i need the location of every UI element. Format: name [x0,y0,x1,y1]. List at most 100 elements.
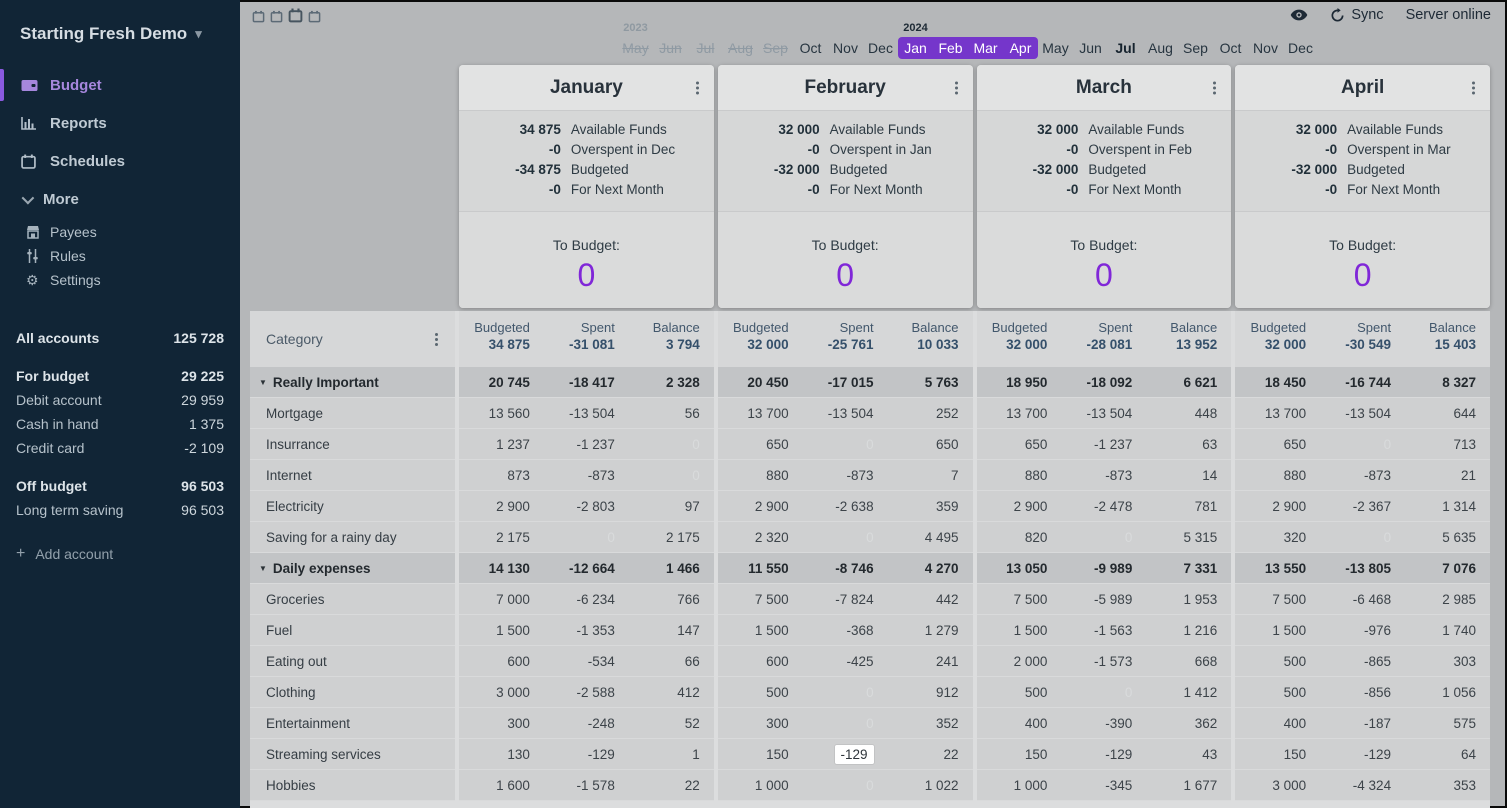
spent-cell[interactable]: -2 638 [835,499,874,514]
timeline-month-oct[interactable]: Oct [799,40,822,56]
spent-cell[interactable]: -1 237 [576,437,615,452]
category-name-cell[interactable]: Fuel [250,615,455,646]
spent-cell[interactable]: -13 504 [1345,406,1392,421]
balance-cell[interactable]: 1 314 [1442,499,1476,514]
timeline-month-feb[interactable]: Feb [933,37,968,59]
category-name-cell[interactable]: Hobbies [250,770,455,801]
category-name-cell[interactable]: Clothing [250,677,455,708]
account-row[interactable]: All accounts 125 728 [16,326,224,350]
budgeted-cell[interactable]: 873 [507,468,530,483]
category-name-cell[interactable]: Eating out [250,646,455,677]
balance-cell[interactable]: 241 [935,654,959,669]
budgeted-cell[interactable]: 7 500 [754,592,789,607]
balance-cell[interactable]: 359 [935,499,959,514]
spent-cell[interactable]: -1 573 [1094,654,1133,669]
account-row[interactable]: Credit card -2 109 [16,436,224,460]
budgeted-cell[interactable]: 1 500 [754,623,789,638]
category-name-cell[interactable]: Mortgage [250,398,455,429]
timeline-month-nov[interactable]: Nov [833,40,858,56]
two-month-view-icon[interactable] [270,10,283,23]
balance-cell[interactable]: 1 677 [1183,778,1218,793]
timeline-month-jan[interactable]: Jan [898,37,933,59]
collapse-triangle-icon[interactable]: ▼ [259,564,267,573]
server-status-button[interactable]: Server online [1406,7,1491,23]
collapse-triangle-icon[interactable]: ▼ [259,378,267,387]
month-menu-kebab-icon[interactable] [952,78,961,97]
spent-cell[interactable]: 0 [866,685,874,700]
category-name-cell[interactable]: Groceries [250,584,455,615]
balance-cell[interactable]: 1 056 [1442,685,1476,700]
budgeted-cell[interactable]: 2 900 [1272,499,1307,514]
spent-cell[interactable]: 0 [866,530,874,545]
spent-cell[interactable]: -534 [587,654,615,669]
budget-file-menu[interactable]: Starting Fresh Demo ▾ [0,0,240,44]
col-total[interactable]: 32 000 [1006,337,1048,352]
month-menu-kebab-icon[interactable] [1469,78,1478,97]
balance-cell[interactable]: 5 315 [1183,530,1218,545]
four-month-view-icon[interactable] [308,10,321,23]
timeline-month-oct[interactable]: Oct [1219,40,1242,56]
spent-cell[interactable]: -129 [1105,747,1133,762]
spent-cell[interactable]: -2 803 [576,499,615,514]
budgeted-cell[interactable]: 13 560 [488,406,530,421]
budgeted-cell[interactable]: 1 237 [496,437,530,452]
spent-cell[interactable]: -7 824 [835,592,874,607]
budgeted-cell[interactable]: 7 500 [1272,592,1307,607]
sidebar-item-schedules[interactable]: Schedules [0,142,240,180]
spent-cell[interactable]: -368 [846,623,874,638]
account-row[interactable]: Debit account 29 959 [16,388,224,412]
spent-cell[interactable]: 0 [1383,437,1392,452]
budgeted-cell[interactable]: 880 [1024,468,1048,483]
to-budget-amount[interactable]: 0 [1353,257,1372,293]
balance-cell[interactable]: 2 985 [1442,592,1476,607]
group-name-cell[interactable]: ▼ Daily expenses [250,553,455,584]
spent-cell[interactable]: 0 [607,530,615,545]
balance-cell[interactable]: 56 [684,406,700,421]
budgeted-cell[interactable]: 500 [1283,654,1307,669]
balance-cell[interactable]: 352 [935,716,959,731]
balance-cell[interactable]: 0 [692,437,700,452]
budgeted-cell[interactable]: 320 [1283,530,1307,545]
category-name-cell[interactable]: Streaming services [250,739,455,770]
balance-cell[interactable]: 1 [692,747,700,762]
balance-cell[interactable]: 442 [935,592,959,607]
spent-cell[interactable]: -873 [1105,468,1133,483]
budgeted-cell[interactable]: 150 [1283,747,1307,762]
balance-cell[interactable]: 147 [677,623,700,638]
to-budget-amount[interactable]: 0 [577,257,596,293]
balance-cell[interactable]: 7 [950,468,959,483]
category-name-cell[interactable]: Insurrance [250,429,455,460]
month-menu-kebab-icon[interactable] [1210,78,1219,97]
spent-cell[interactable]: 0 [1124,685,1133,700]
one-month-view-icon[interactable] [252,10,265,23]
balance-cell[interactable]: 22 [943,747,959,762]
spent-cell[interactable]: 0 [1383,530,1392,545]
timeline-month-dec[interactable]: Dec [868,40,893,56]
balance-cell[interactable]: 781 [1194,499,1218,514]
budgeted-cell[interactable]: 300 [507,716,530,731]
col-total[interactable]: 3 794 [665,337,700,352]
spent-cell[interactable]: -13 504 [827,406,874,421]
balance-cell[interactable]: 644 [1453,406,1476,421]
category-name-cell[interactable]: Saving for a rainy day [250,522,455,553]
col-total[interactable]: -25 761 [827,337,874,352]
budgeted-cell[interactable]: 13 700 [747,406,789,421]
budgeted-cell[interactable]: 300 [766,716,789,731]
category-menu-kebab-icon[interactable] [432,330,441,349]
sidebar-item-more[interactable]: More [0,180,240,218]
spent-cell[interactable]: -856 [1364,685,1392,700]
category-name-cell[interactable]: Entertainment [250,708,455,739]
col-total[interactable]: 34 875 [488,337,530,352]
budgeted-cell[interactable]: 130 [507,747,530,762]
balance-cell[interactable]: 353 [1453,778,1476,793]
category-name-cell[interactable]: Internet [250,460,455,491]
spent-cell[interactable]: 0 [866,778,874,793]
budgeted-cell[interactable]: 400 [1283,716,1307,731]
spent-cell[interactable]: -129 [1364,747,1392,762]
account-row[interactable]: For budget 29 225 [16,364,224,388]
balance-cell[interactable]: 412 [677,685,700,700]
budgeted-cell[interactable]: 650 [1283,437,1307,452]
budgeted-cell[interactable]: 2 175 [496,530,530,545]
sidebar-item-reports[interactable]: Reports [0,104,240,142]
add-account-button[interactable]: + Add account [16,546,240,563]
